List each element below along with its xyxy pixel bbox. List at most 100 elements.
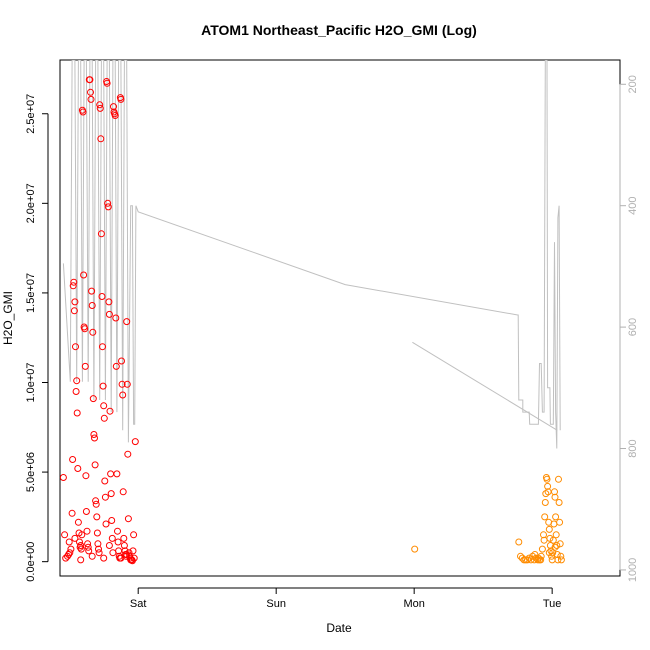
data-point-series-1 xyxy=(101,493,109,501)
data-point-series-1 xyxy=(123,318,131,326)
pressure-line-segment-1 xyxy=(62,60,561,449)
data-point-series-1 xyxy=(96,104,104,112)
data-point-series-1 xyxy=(85,547,93,555)
data-point-series-2 xyxy=(531,551,539,558)
pressure-lines xyxy=(62,60,561,449)
data-point-series-1 xyxy=(117,554,125,562)
data-point-series-1 xyxy=(108,534,116,542)
data-point-series-2 xyxy=(544,482,552,490)
data-point-series-2 xyxy=(541,513,549,521)
data-point-series-2 xyxy=(540,531,547,539)
data-point-series-1 xyxy=(88,287,96,295)
data-point-series-1 xyxy=(73,409,81,417)
data-point-series-1 xyxy=(100,414,108,422)
data-point-series-1 xyxy=(129,547,137,555)
data-point-series-2 xyxy=(551,543,559,551)
data-point-series-1 xyxy=(84,543,92,551)
data-point-series-2 xyxy=(552,513,560,521)
data-point-series-2 xyxy=(556,518,564,526)
y2-tick-label: 1000 xyxy=(627,558,639,582)
data-point-series-1 xyxy=(117,95,125,103)
x-tick-label: Mon xyxy=(403,598,424,610)
data-point-series-1 xyxy=(72,343,79,351)
data-point-series-2 xyxy=(537,556,545,564)
data-point-series-1 xyxy=(69,456,77,463)
data-point-series-1 xyxy=(112,362,120,370)
data-point-series-1 xyxy=(104,199,112,207)
data-point-series-1 xyxy=(74,465,82,472)
data-point-series-1 xyxy=(105,298,113,306)
data-point-series-1 xyxy=(97,135,105,143)
data-point-series-1 xyxy=(95,545,102,553)
data-point-series-2 xyxy=(553,542,561,549)
data-point-series-1 xyxy=(113,470,121,478)
data-point-series-1 xyxy=(89,328,97,336)
data-point-series-1 xyxy=(114,527,121,535)
data-point-series-1 xyxy=(81,325,89,333)
data-point-series-2 xyxy=(557,556,565,564)
y2-tick-label: 200 xyxy=(627,75,639,93)
data-point-series-1 xyxy=(99,382,107,390)
data-point-series-1 xyxy=(94,540,102,548)
data-point-series-1 xyxy=(105,310,113,318)
x-tick-label: Sun xyxy=(266,598,286,610)
data-point-series-1 xyxy=(90,431,98,438)
data-point-series-1 xyxy=(88,302,96,309)
data-point-series-1 xyxy=(123,380,131,388)
data-point-series-1 xyxy=(77,542,85,549)
y2-tick-label: 800 xyxy=(627,439,639,457)
chart-title: ATOM1 Northeast_Pacific H2O_GMI (Log) xyxy=(201,22,477,38)
data-point-series-1 xyxy=(131,438,139,446)
data-point-series-2 xyxy=(551,493,559,501)
y-tick-label: 1.5e+07 xyxy=(25,273,37,313)
y-tick-label: 1.0e+07 xyxy=(25,362,37,402)
data-point-series-1 xyxy=(91,434,98,442)
data-point-series-2 xyxy=(552,531,560,539)
data-point-series-1 xyxy=(82,508,90,515)
x-tick-label: Tue xyxy=(543,598,562,610)
data-point-series-2 xyxy=(543,475,551,483)
data-point-series-1 xyxy=(78,531,86,539)
data-point-series-1 xyxy=(105,542,113,549)
y-tick-label: 5.0e+06 xyxy=(25,452,37,492)
data-point-series-1 xyxy=(69,282,77,290)
data-point-series-1 xyxy=(86,76,94,84)
data-point-series-2 xyxy=(541,499,549,506)
data-point-series-2 xyxy=(547,547,555,555)
data-point-series-1 xyxy=(91,461,99,469)
data-point-series-2 xyxy=(545,525,553,533)
data-point-series-1 xyxy=(106,407,114,415)
data-point-series-1 xyxy=(104,203,112,211)
data-point-series-1 xyxy=(65,538,73,546)
y-tick-label: 2.5e+07 xyxy=(25,94,37,134)
data-point-series-1 xyxy=(97,230,105,238)
data-point-series-1 xyxy=(70,307,78,315)
data-point-series-2 xyxy=(553,551,561,558)
data-point-series-1 xyxy=(124,515,132,523)
data-point-series-1 xyxy=(120,542,128,549)
data-point-series-1 xyxy=(66,549,74,557)
data-point-series-2 xyxy=(538,545,546,553)
data-point-series-2 xyxy=(517,552,524,560)
data-point-series-2 xyxy=(545,549,553,557)
data-point-series-1 xyxy=(71,534,79,542)
data-point-series-1 xyxy=(92,497,100,505)
data-point-series-2 xyxy=(556,540,564,548)
data-point-series-2 xyxy=(555,475,562,483)
data-point-series-1 xyxy=(77,556,85,564)
data-point-series-1 xyxy=(123,551,131,558)
x-tick-label: Sat xyxy=(130,598,147,610)
y-axis-label: H2O_GMI xyxy=(1,291,15,345)
data-point-series-1 xyxy=(107,490,115,498)
data-point-series-1 xyxy=(76,538,83,546)
data-point-series-1 xyxy=(119,391,127,399)
data-point-series-1 xyxy=(83,527,91,535)
data-point-series-1 xyxy=(112,314,120,322)
data-point-series-1 xyxy=(111,112,119,119)
data-point-series-2 xyxy=(534,554,542,562)
data-point-series-2 xyxy=(546,534,554,542)
data-point-series-2 xyxy=(557,552,565,560)
data-point-series-1 xyxy=(70,278,78,286)
data-point-series-2 xyxy=(551,488,558,496)
